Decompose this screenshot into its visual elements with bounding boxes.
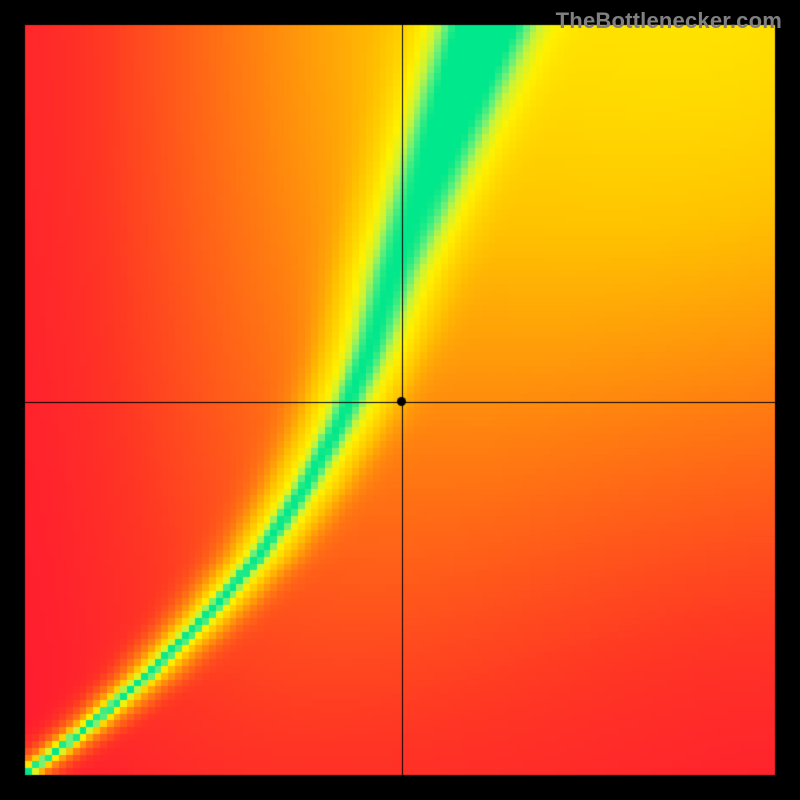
bottleneck-heatmap [0, 0, 800, 800]
watermark-text: TheBottlenecker.com [556, 8, 782, 34]
chart-container: { "heatmap": { "type": "heatmap", "water… [0, 0, 800, 800]
